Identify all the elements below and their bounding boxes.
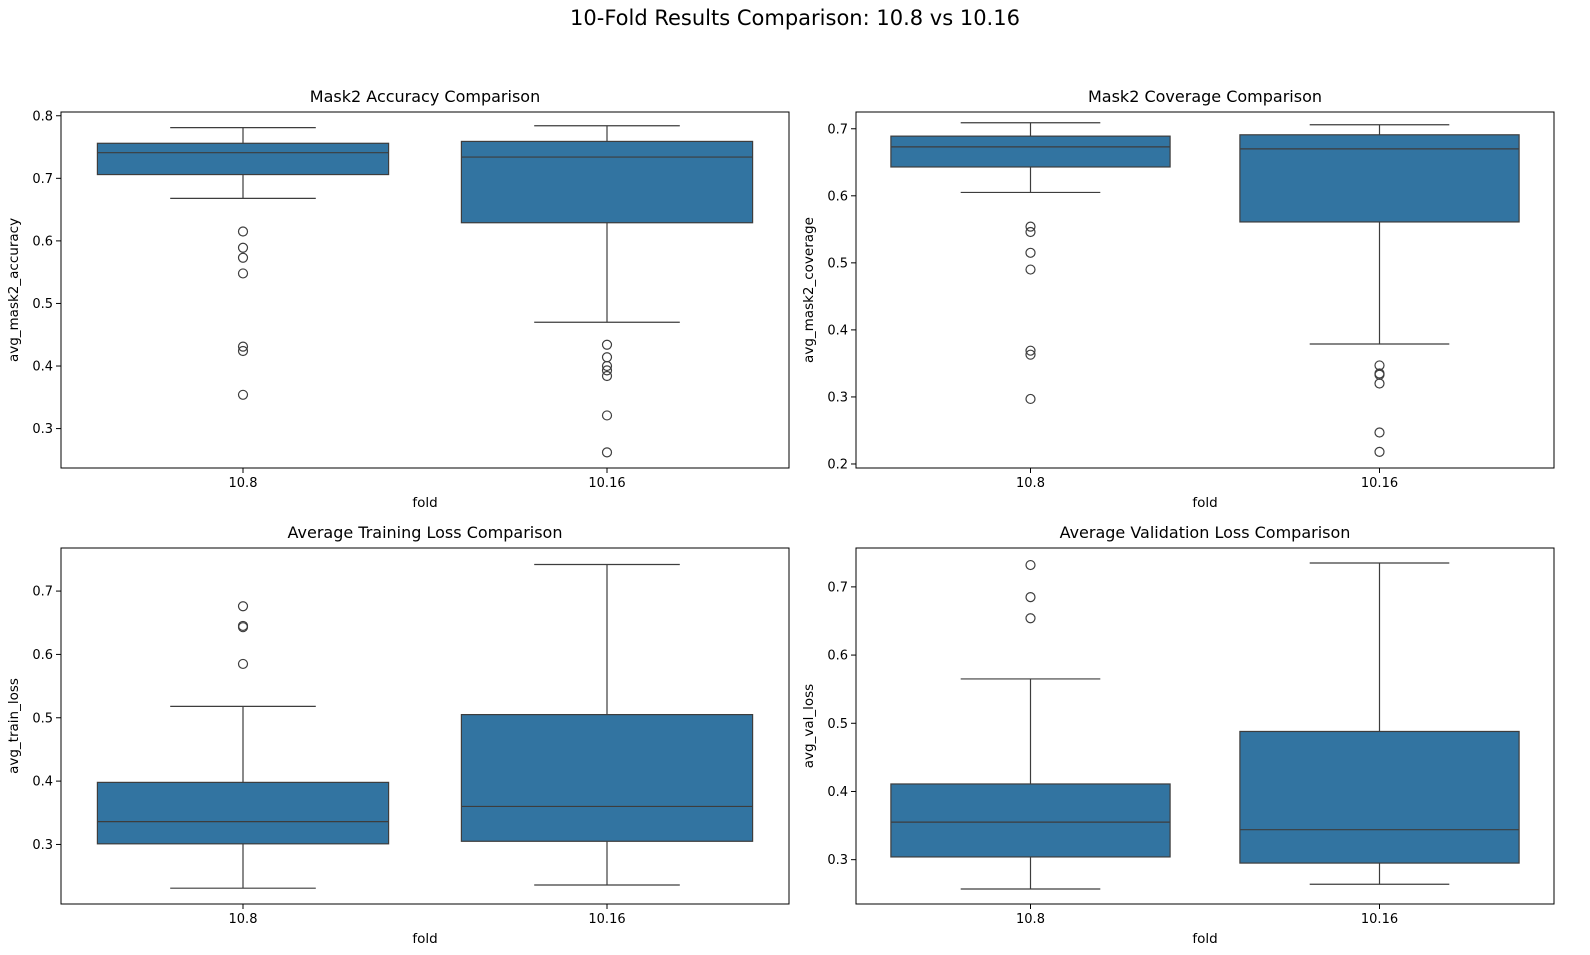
y-tick-label: 0.4 [32,775,53,790]
box-10-16 [460,125,754,458]
box-10-8 [890,559,1171,890]
x-tick-label: 10.16 [1361,476,1398,491]
iqr-box [96,142,390,176]
box-10-16 [1239,562,1520,885]
iqr-box [890,783,1171,858]
y-tick-label: 0.6 [32,234,53,249]
box-10-8 [890,122,1171,405]
outlier-point [601,339,613,350]
x-tick-label: 10.16 [1361,912,1398,927]
box-10-16 [460,563,754,886]
outlier-point [1025,264,1036,275]
outlier-point [1374,427,1385,438]
outlier-point [601,352,613,363]
y-tick-label: 0.6 [827,189,848,204]
x-tick-label: 10.8 [229,476,258,491]
y-axis-label: avg_val_loss [801,684,817,768]
x-axis-label: fold [1192,495,1217,511]
y-tick-label: 0.6 [32,648,53,663]
outlier-point [237,268,249,279]
outlier-point [237,341,249,352]
y-tick-label: 0.7 [827,580,848,595]
plot-frame [855,111,1555,469]
panel-title: Average Training Loss Comparison [288,523,563,542]
outlier-point [237,242,249,253]
outlier-point [237,226,249,237]
panel-title: Average Validation Loss Comparison [1060,523,1351,542]
outlier-point [237,622,249,633]
iqr-box [460,713,754,842]
x-axis-label: fold [412,931,437,947]
y-tick-label: 0.2 [827,457,848,472]
y-tick-label: 0.5 [32,297,53,312]
x-tick-label: 10.16 [588,912,625,927]
iqr-box [96,781,390,845]
outlier-point [601,365,613,376]
y-tick-label: 0.8 [32,109,53,124]
plot-frame [60,111,790,469]
y-axis-label: avg_mask2_accuracy [6,218,22,362]
y-tick-label: 0.4 [827,785,848,800]
box-10-16 [1239,124,1520,458]
y-tick-label: 0.5 [827,717,848,732]
panel-average-validation-loss-comparison: Average Validation Loss Comparison 0.3 0.4… [801,523,1555,947]
outlier-point [1025,247,1036,258]
x-axis-label: fold [412,495,437,511]
y-tick-label: 0.7 [32,585,53,600]
x-tick-label: 10.8 [1016,476,1045,491]
figure-title: 10-Fold Results Comparison: 10.8 vs 10.1… [570,6,1020,30]
x-tick-label: 10.16 [588,476,625,491]
outlier-point [1025,613,1036,624]
outlier-point [601,360,613,372]
outlier-point [601,410,613,421]
outlier-point [601,370,613,382]
box-10-8 [96,601,390,889]
panel-average-training-loss-comparison: Average Training Loss Comparison 0.3 0.4 0.… [6,523,790,947]
iqr-box [1239,730,1520,864]
x-tick-label: 10.8 [229,912,258,927]
outlier-point [1025,592,1036,603]
outlier-point [1025,393,1036,405]
outlier-point [237,345,249,357]
outlier-point [1025,226,1036,238]
outlier-point [237,601,249,612]
box-10-8 [96,127,390,400]
y-tick-label: 0.3 [32,422,53,437]
panel-mask2-accuracy-comparison: Mask2 Accuracy Comparison 0.3 0.4 0.5 0.6 0.7… [6,87,790,511]
outlier-point [1374,446,1385,458]
y-tick-label: 0.7 [32,172,53,187]
iqr-box [460,140,754,224]
y-tick-label: 0.5 [32,711,53,726]
panel-title: Mask2 Coverage Comparison [1088,87,1322,106]
plot-frame [855,547,1555,905]
panel-title: Mask2 Accuracy Comparison [310,87,540,106]
outlier-point [1025,349,1036,360]
y-tick-label: 0.3 [32,838,53,853]
outlier-point [601,447,613,458]
x-axis-label: fold [1192,931,1217,947]
outlier-point [1374,378,1385,389]
y-axis-label: avg_mask2_coverage [801,217,817,363]
plot-frame [60,547,790,905]
panel-mask2-coverage-comparison: Mask2 Coverage Comparison 0.2 0.3 0.4 0.5 0.6… [801,87,1555,511]
y-tick-label: 0.3 [827,853,848,868]
outlier-point [237,252,249,263]
outlier-point [1025,345,1036,356]
y-tick-label: 0.7 [827,122,848,137]
x-tick-label: 10.8 [1016,912,1045,927]
outlier-point [1025,559,1036,571]
y-tick-label: 0.6 [827,649,848,664]
outlier-point [1025,221,1036,232]
y-tick-label: 0.5 [827,256,848,271]
iqr-box [1239,134,1520,223]
y-axis-label: avg_train_loss [6,678,22,774]
iqr-box [890,135,1171,168]
y-tick-label: 0.4 [827,323,848,338]
y-tick-label: 0.4 [32,360,53,375]
outlier-point [237,389,249,400]
outlier-point [237,658,249,670]
y-tick-label: 0.3 [827,390,848,405]
